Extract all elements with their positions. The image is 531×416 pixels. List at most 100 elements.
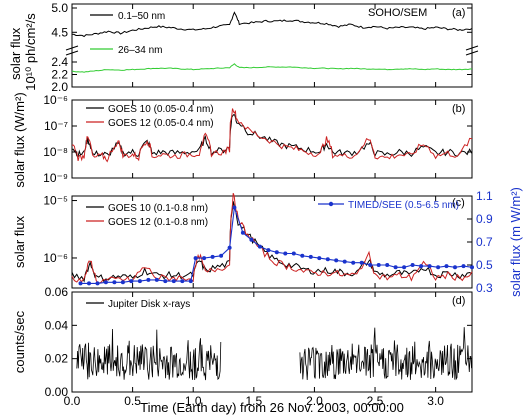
xtick-label-1: 0.5 <box>124 394 141 408</box>
series-a-0-1-50nm <box>71 11 473 38</box>
ytick-label-c-right-4: 0.3 <box>476 281 493 295</box>
point-timed-see-21 <box>249 237 254 242</box>
point-timed-see-36 <box>376 263 381 267</box>
legend-a: 0.1–50 nm 26–34 nm <box>90 11 165 56</box>
point-timed-see-42 <box>427 264 432 269</box>
panel-a-instrument: SOHO/SEM <box>368 7 427 19</box>
legend-b-label-2: GOES 12 (0.05-0.4 nm) <box>108 118 214 129</box>
point-timed-see-35 <box>368 263 373 267</box>
series-a-1-26-34nm <box>71 63 473 73</box>
panel-d-ylabel: counts/sec <box>12 310 27 373</box>
ytick-label-c-right-0: 1.1 <box>476 189 493 203</box>
legend-a-label-1: 0.1–50 nm <box>118 11 165 22</box>
legend-c-marker-3 <box>328 201 334 207</box>
point-timed-see-31 <box>334 258 339 263</box>
panel-b-label: (b) <box>452 103 465 115</box>
series-d-segment-1 <box>299 327 472 381</box>
point-timed-see-44 <box>444 264 449 269</box>
point-timed-see-16 <box>210 254 215 259</box>
point-timed-see-25 <box>283 251 288 256</box>
point-timed-see-26 <box>291 251 296 256</box>
axis-break-right-1 <box>465 45 479 51</box>
xtick-label-0: 0.0 <box>64 394 81 408</box>
xtick-label-6: 3.0 <box>427 394 444 408</box>
point-timed-see-38 <box>393 265 398 270</box>
series-d-segment-0 <box>76 328 222 381</box>
legend-c: GOES 10 (0.1-0.8 nm) GOES 12 (0.1-0.8 nm… <box>86 200 459 228</box>
point-timed-see-24 <box>274 250 279 255</box>
point-timed-see-9 <box>154 277 159 282</box>
chart-marks: 5.04.52.42.22.010⁻⁶10⁻⁷10⁻⁸10⁻⁹10⁻⁵10⁻⁶1… <box>43 1 493 408</box>
legend-c-label-2: GOES 12 (0.1-0.8 nm) <box>108 217 208 228</box>
ytick-label-a-2: 2.4 <box>51 55 68 69</box>
panel-a-label: (a) <box>452 7 465 19</box>
point-timed-see-6 <box>129 279 134 284</box>
point-timed-see-14 <box>193 256 198 261</box>
point-timed-see-7 <box>137 279 142 284</box>
point-timed-see-5 <box>120 280 125 285</box>
point-timed-see-32 <box>342 259 347 264</box>
point-timed-see-1 <box>87 281 91 286</box>
ytick-label-b-3: 10⁻⁹ <box>43 171 68 185</box>
ytick-label-a-3: 2.2 <box>51 68 68 82</box>
panel-a-ylabel: solar flux 10¹⁰ ph/cm²/s <box>8 13 38 91</box>
panel-a <box>71 3 473 88</box>
panel-a-ylabel-line-2: 10¹⁰ ph/cm²/s <box>23 13 38 91</box>
point-timed-see-23 <box>266 248 271 253</box>
ytick-label-d-3: 0.00 <box>45 385 69 399</box>
legend-a-label-2: 26–34 nm <box>118 45 162 56</box>
point-timed-see-12 <box>180 279 185 284</box>
panel-a-ylabel-line-1: solar flux <box>8 27 23 80</box>
point-timed-see-45 <box>453 265 457 270</box>
ytick-label-a-4: 2.0 <box>51 80 68 94</box>
point-timed-see-20 <box>240 230 245 235</box>
point-timed-see-8 <box>146 277 151 282</box>
legend-d-label-1: Jupiter Disk x-rays <box>108 299 190 310</box>
ytick-label-d-0: 0.06 <box>45 285 69 299</box>
axis-break-right-2 <box>465 50 479 56</box>
legend-d: Jupiter Disk x-rays <box>86 299 190 310</box>
point-timed-see-3 <box>103 280 108 285</box>
x-axis-label: Time (Earth day) from 26 Nov. 2003, 00:0… <box>140 400 404 415</box>
xtick-label-3: 1.5 <box>245 394 262 408</box>
point-timed-see-22 <box>257 244 262 249</box>
point-timed-see-40 <box>410 263 415 267</box>
ytick-label-a-0: 5.0 <box>51 1 68 15</box>
point-timed-see-13 <box>188 279 193 284</box>
axis-break-left-2 <box>65 50 79 56</box>
ytick-label-c-right-1: 0.9 <box>476 212 493 226</box>
point-timed-see-27 <box>300 253 305 258</box>
point-timed-see-29 <box>317 256 322 261</box>
point-timed-see-18 <box>227 245 232 250</box>
point-timed-see-41 <box>419 264 424 269</box>
axis-break-left-1 <box>65 45 79 51</box>
legend-b-label-1: GOES 10 (0.05-0.4 nm) <box>108 104 214 115</box>
legend-c-label-1: GOES 10 (0.1-0.8 nm) <box>108 203 208 214</box>
panel-d <box>71 291 473 393</box>
ytick-label-d-1: 0.04 <box>45 318 69 332</box>
panel-c-ylabel: solar flux <box>12 215 27 268</box>
ytick-label-c-right-2: 0.7 <box>476 235 493 249</box>
point-timed-see-19 <box>232 205 237 210</box>
point-timed-see-37 <box>385 263 390 267</box>
ytick-label-d-2: 0.02 <box>45 352 69 366</box>
point-timed-see-43 <box>436 265 441 270</box>
point-timed-see-30 <box>325 257 330 262</box>
point-timed-see-28 <box>308 254 313 259</box>
point-timed-see-2 <box>95 281 100 286</box>
ytick-label-c-right-3: 0.5 <box>476 258 493 272</box>
point-timed-see-33 <box>351 260 356 265</box>
panel-c-y2label: solar flux (m W/m²) <box>508 187 523 297</box>
ytick-label-b-2: 10⁻⁸ <box>43 145 68 159</box>
xtick-label-2: 1.0 <box>185 394 202 408</box>
ytick-label-b-0: 10⁻⁶ <box>43 93 68 107</box>
series-c-1 <box>71 193 473 284</box>
point-timed-see-4 <box>112 280 117 285</box>
xtick-label-5: 2.5 <box>367 394 384 408</box>
panel-c-label: (c) <box>452 197 465 209</box>
panel-b-ylabel: solar flux (W/m²) <box>12 92 27 187</box>
point-timed-see-0 <box>78 281 83 286</box>
legend-b: GOES 10 (0.05-0.4 nm) GOES 12 (0.05-0.4 … <box>86 104 214 129</box>
point-timed-see-17 <box>219 253 224 258</box>
